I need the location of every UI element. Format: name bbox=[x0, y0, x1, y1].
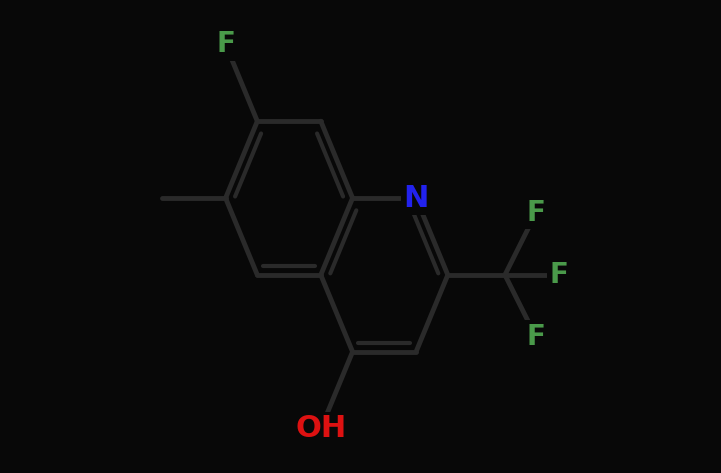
Text: F: F bbox=[216, 30, 235, 58]
Text: F: F bbox=[526, 199, 545, 227]
Text: F: F bbox=[526, 323, 545, 350]
Text: OH: OH bbox=[295, 414, 347, 443]
Text: N: N bbox=[403, 184, 429, 212]
Text: F: F bbox=[549, 261, 568, 289]
